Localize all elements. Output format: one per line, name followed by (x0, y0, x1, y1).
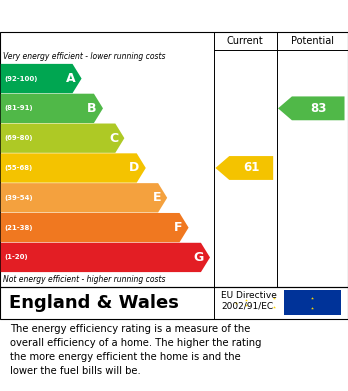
Text: B: B (87, 102, 97, 115)
Text: (92-100): (92-100) (5, 75, 38, 82)
Polygon shape (215, 156, 273, 180)
Text: (39-54): (39-54) (5, 195, 33, 201)
Text: E: E (152, 191, 161, 204)
Text: (21-38): (21-38) (5, 224, 33, 231)
Text: (55-68): (55-68) (5, 165, 33, 171)
FancyBboxPatch shape (284, 290, 341, 316)
Polygon shape (1, 243, 210, 272)
Polygon shape (278, 97, 345, 120)
Polygon shape (1, 213, 189, 242)
Polygon shape (1, 153, 146, 183)
Text: EU Directive
2002/91/EC: EU Directive 2002/91/EC (221, 291, 277, 311)
Text: D: D (129, 161, 140, 174)
Text: Very energy efficient - lower running costs: Very energy efficient - lower running co… (3, 52, 166, 61)
Text: Potential: Potential (291, 36, 334, 46)
Polygon shape (1, 64, 81, 93)
Text: G: G (193, 251, 204, 264)
Text: (81-91): (81-91) (5, 105, 33, 111)
Text: Not energy efficient - higher running costs: Not energy efficient - higher running co… (3, 275, 166, 284)
Polygon shape (1, 124, 124, 153)
Text: A: A (66, 72, 75, 85)
Text: England & Wales: England & Wales (9, 294, 179, 312)
Text: Energy Efficiency Rating: Energy Efficiency Rating (10, 9, 212, 23)
Text: (69-80): (69-80) (5, 135, 33, 141)
Text: (1-20): (1-20) (5, 255, 29, 260)
Text: Current: Current (227, 36, 264, 46)
Text: 83: 83 (310, 102, 326, 115)
Text: C: C (109, 132, 118, 145)
Text: F: F (174, 221, 182, 234)
Text: 61: 61 (243, 161, 259, 174)
Polygon shape (1, 183, 167, 212)
Polygon shape (1, 94, 103, 123)
Text: The energy efficiency rating is a measure of the
overall efficiency of a home. T: The energy efficiency rating is a measur… (10, 324, 262, 376)
